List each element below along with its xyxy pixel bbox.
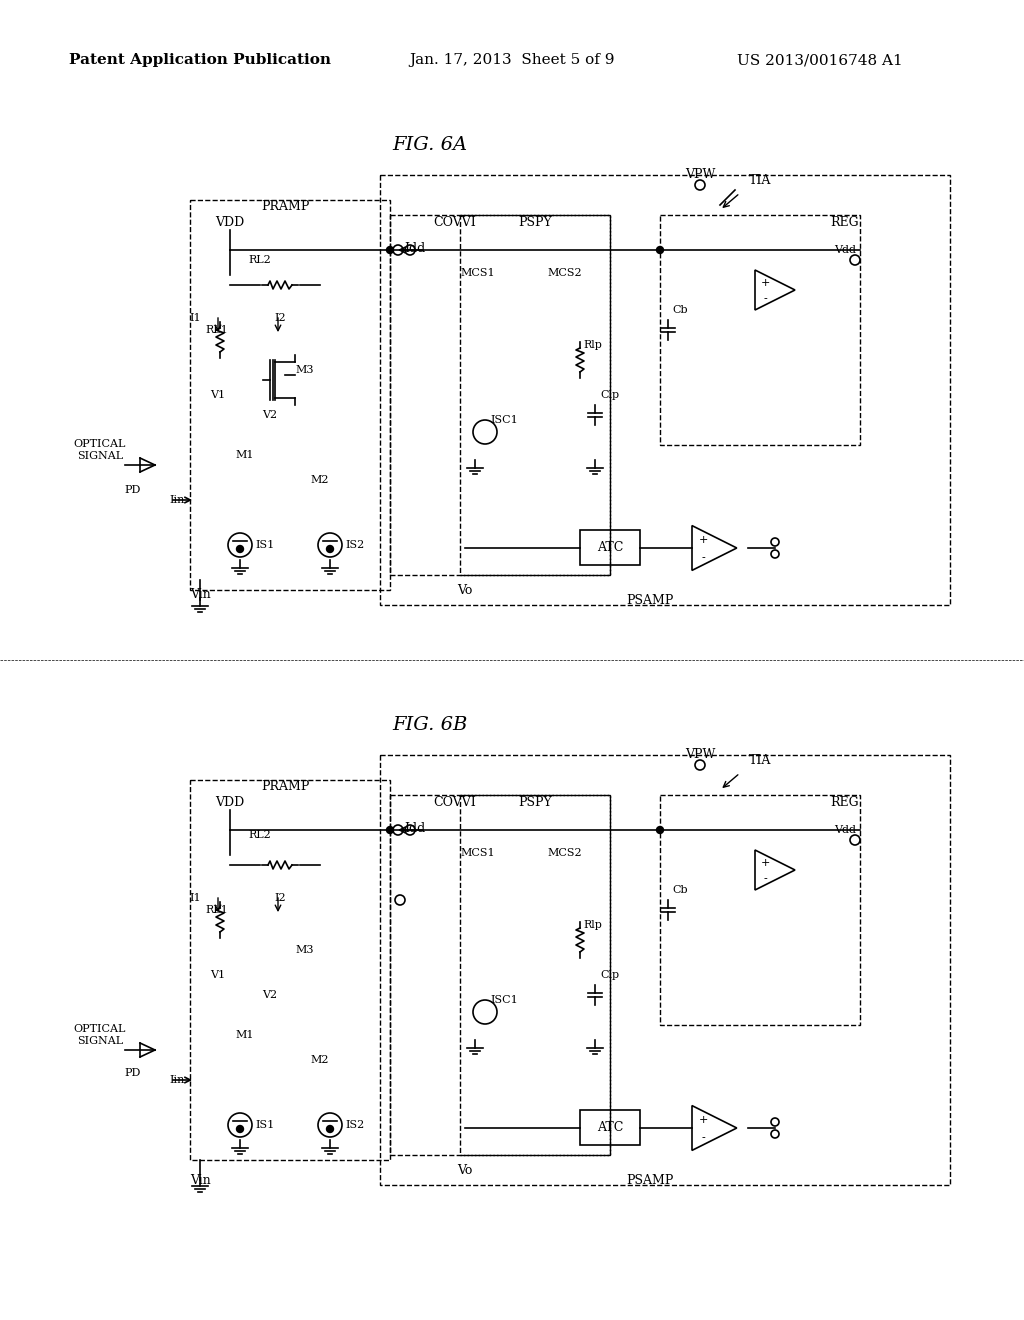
Text: Rlp: Rlp bbox=[583, 341, 602, 350]
Text: RL2: RL2 bbox=[249, 255, 271, 265]
Text: Idd: Idd bbox=[404, 242, 426, 255]
Text: IS1: IS1 bbox=[255, 1119, 274, 1130]
Text: Patent Application Publication: Patent Application Publication bbox=[69, 53, 331, 67]
Text: +: + bbox=[698, 535, 708, 545]
Text: VDD: VDD bbox=[215, 215, 245, 228]
Text: Vo: Vo bbox=[458, 583, 473, 597]
Text: Jan. 17, 2013  Sheet 5 of 9: Jan. 17, 2013 Sheet 5 of 9 bbox=[410, 53, 614, 67]
Circle shape bbox=[656, 247, 664, 253]
Text: OPTICAL
SIGNAL: OPTICAL SIGNAL bbox=[74, 1024, 126, 1045]
Bar bbox=[580, 531, 640, 565]
Text: Vdd: Vdd bbox=[834, 825, 856, 836]
Text: ISC1: ISC1 bbox=[490, 995, 518, 1005]
Text: MCS2: MCS2 bbox=[548, 847, 583, 858]
Text: MCS1: MCS1 bbox=[461, 847, 496, 858]
Text: +: + bbox=[760, 858, 770, 867]
Text: Iin: Iin bbox=[170, 495, 185, 506]
Text: VDD: VDD bbox=[215, 796, 245, 808]
Text: OPTICAL
SIGNAL: OPTICAL SIGNAL bbox=[74, 440, 126, 461]
Text: COVVI: COVVI bbox=[433, 796, 476, 808]
Text: V1: V1 bbox=[211, 970, 225, 979]
Text: RL2: RL2 bbox=[249, 830, 271, 840]
Text: PD: PD bbox=[125, 1068, 141, 1078]
Text: M3: M3 bbox=[295, 945, 313, 954]
Text: I1: I1 bbox=[189, 894, 201, 903]
Text: VPW: VPW bbox=[685, 748, 715, 762]
Text: Clp: Clp bbox=[600, 389, 620, 400]
Circle shape bbox=[386, 826, 393, 833]
Text: COVVI: COVVI bbox=[433, 215, 476, 228]
Text: IS2: IS2 bbox=[345, 1119, 365, 1130]
Text: -: - bbox=[763, 874, 767, 884]
Text: REG: REG bbox=[830, 796, 859, 808]
Text: V2: V2 bbox=[262, 990, 278, 1001]
Text: PSPY: PSPY bbox=[518, 796, 552, 808]
Text: +: + bbox=[760, 277, 770, 288]
Text: Vo: Vo bbox=[458, 1163, 473, 1176]
Text: +: + bbox=[698, 1114, 708, 1125]
Text: ATC: ATC bbox=[597, 1121, 624, 1134]
Text: RL1: RL1 bbox=[205, 325, 227, 335]
Bar bbox=[580, 1110, 640, 1144]
Text: Vin: Vin bbox=[189, 589, 210, 602]
Text: PRAMP: PRAMP bbox=[261, 201, 309, 214]
Text: FIG. 6A: FIG. 6A bbox=[392, 136, 468, 154]
Text: V1: V1 bbox=[211, 389, 225, 400]
Text: M2: M2 bbox=[310, 475, 329, 484]
Circle shape bbox=[237, 1126, 244, 1133]
Text: ATC: ATC bbox=[597, 541, 624, 554]
Text: MCS1: MCS1 bbox=[461, 268, 496, 279]
Text: Cb: Cb bbox=[672, 305, 688, 315]
Text: Clp: Clp bbox=[600, 970, 620, 979]
Text: MCS2: MCS2 bbox=[548, 268, 583, 279]
Text: M1: M1 bbox=[234, 1030, 254, 1040]
Text: PSAMP: PSAMP bbox=[627, 594, 674, 606]
Text: TIA: TIA bbox=[749, 754, 771, 767]
Text: TIA: TIA bbox=[749, 173, 771, 186]
Text: Vdd: Vdd bbox=[834, 246, 856, 255]
Text: FIG. 6B: FIG. 6B bbox=[392, 715, 468, 734]
Text: IS2: IS2 bbox=[345, 540, 365, 550]
Text: I2: I2 bbox=[274, 894, 286, 903]
Text: -: - bbox=[763, 294, 767, 304]
Text: PSPY: PSPY bbox=[518, 215, 552, 228]
Text: PSAMP: PSAMP bbox=[627, 1173, 674, 1187]
Text: PRAMP: PRAMP bbox=[261, 780, 309, 793]
Text: I2: I2 bbox=[274, 313, 286, 323]
Text: IS1: IS1 bbox=[255, 540, 274, 550]
Circle shape bbox=[327, 1126, 334, 1133]
Text: I1: I1 bbox=[189, 313, 201, 323]
Text: Cb: Cb bbox=[672, 884, 688, 895]
Text: M2: M2 bbox=[310, 1055, 329, 1065]
Text: ISC1: ISC1 bbox=[490, 414, 518, 425]
Text: Iin: Iin bbox=[170, 1074, 185, 1085]
Circle shape bbox=[237, 545, 244, 553]
Text: VPW: VPW bbox=[685, 169, 715, 181]
Circle shape bbox=[656, 826, 664, 833]
Text: V2: V2 bbox=[262, 411, 278, 420]
Circle shape bbox=[386, 247, 393, 253]
Text: -: - bbox=[701, 1133, 706, 1143]
Text: RL1: RL1 bbox=[205, 906, 227, 915]
Text: Rlp: Rlp bbox=[583, 920, 602, 931]
Text: M1: M1 bbox=[234, 450, 254, 459]
Text: US 2013/0016748 A1: US 2013/0016748 A1 bbox=[737, 53, 903, 67]
Circle shape bbox=[327, 545, 334, 553]
Text: REG: REG bbox=[830, 215, 859, 228]
Text: -: - bbox=[701, 553, 706, 562]
Text: M3: M3 bbox=[295, 366, 313, 375]
Text: PD: PD bbox=[125, 484, 141, 495]
Text: Vin: Vin bbox=[189, 1173, 210, 1187]
Text: Idd: Idd bbox=[404, 821, 426, 834]
